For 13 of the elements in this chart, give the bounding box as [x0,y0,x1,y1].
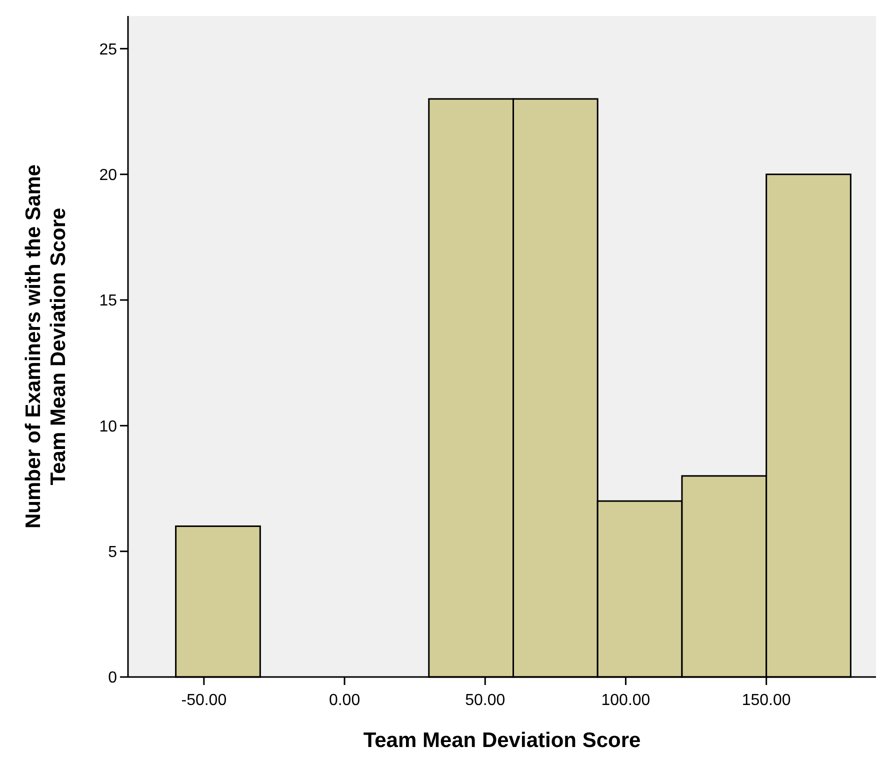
x-tick-label: 0.00 [328,692,360,709]
x-tick-label: -50.00 [181,692,227,709]
x-tick-label: 100.00 [601,692,650,709]
y-axis-title: Number of Examiners with the Same Team Mean Deviation Score [22,164,70,529]
y-tick-label: 20 [99,166,118,184]
x-axis-title: Team Mean Deviation Score [363,729,641,752]
y-tick-label: 10 [99,418,118,436]
y-tick-label: 5 [108,544,118,561]
x-tick-label: 50.00 [465,692,506,709]
y-tick-label: 15 [99,292,118,310]
y-tick-label: 25 [99,41,118,58]
x-tick-label: 150.00 [742,692,791,709]
y-tick-label: 0 [108,670,118,687]
